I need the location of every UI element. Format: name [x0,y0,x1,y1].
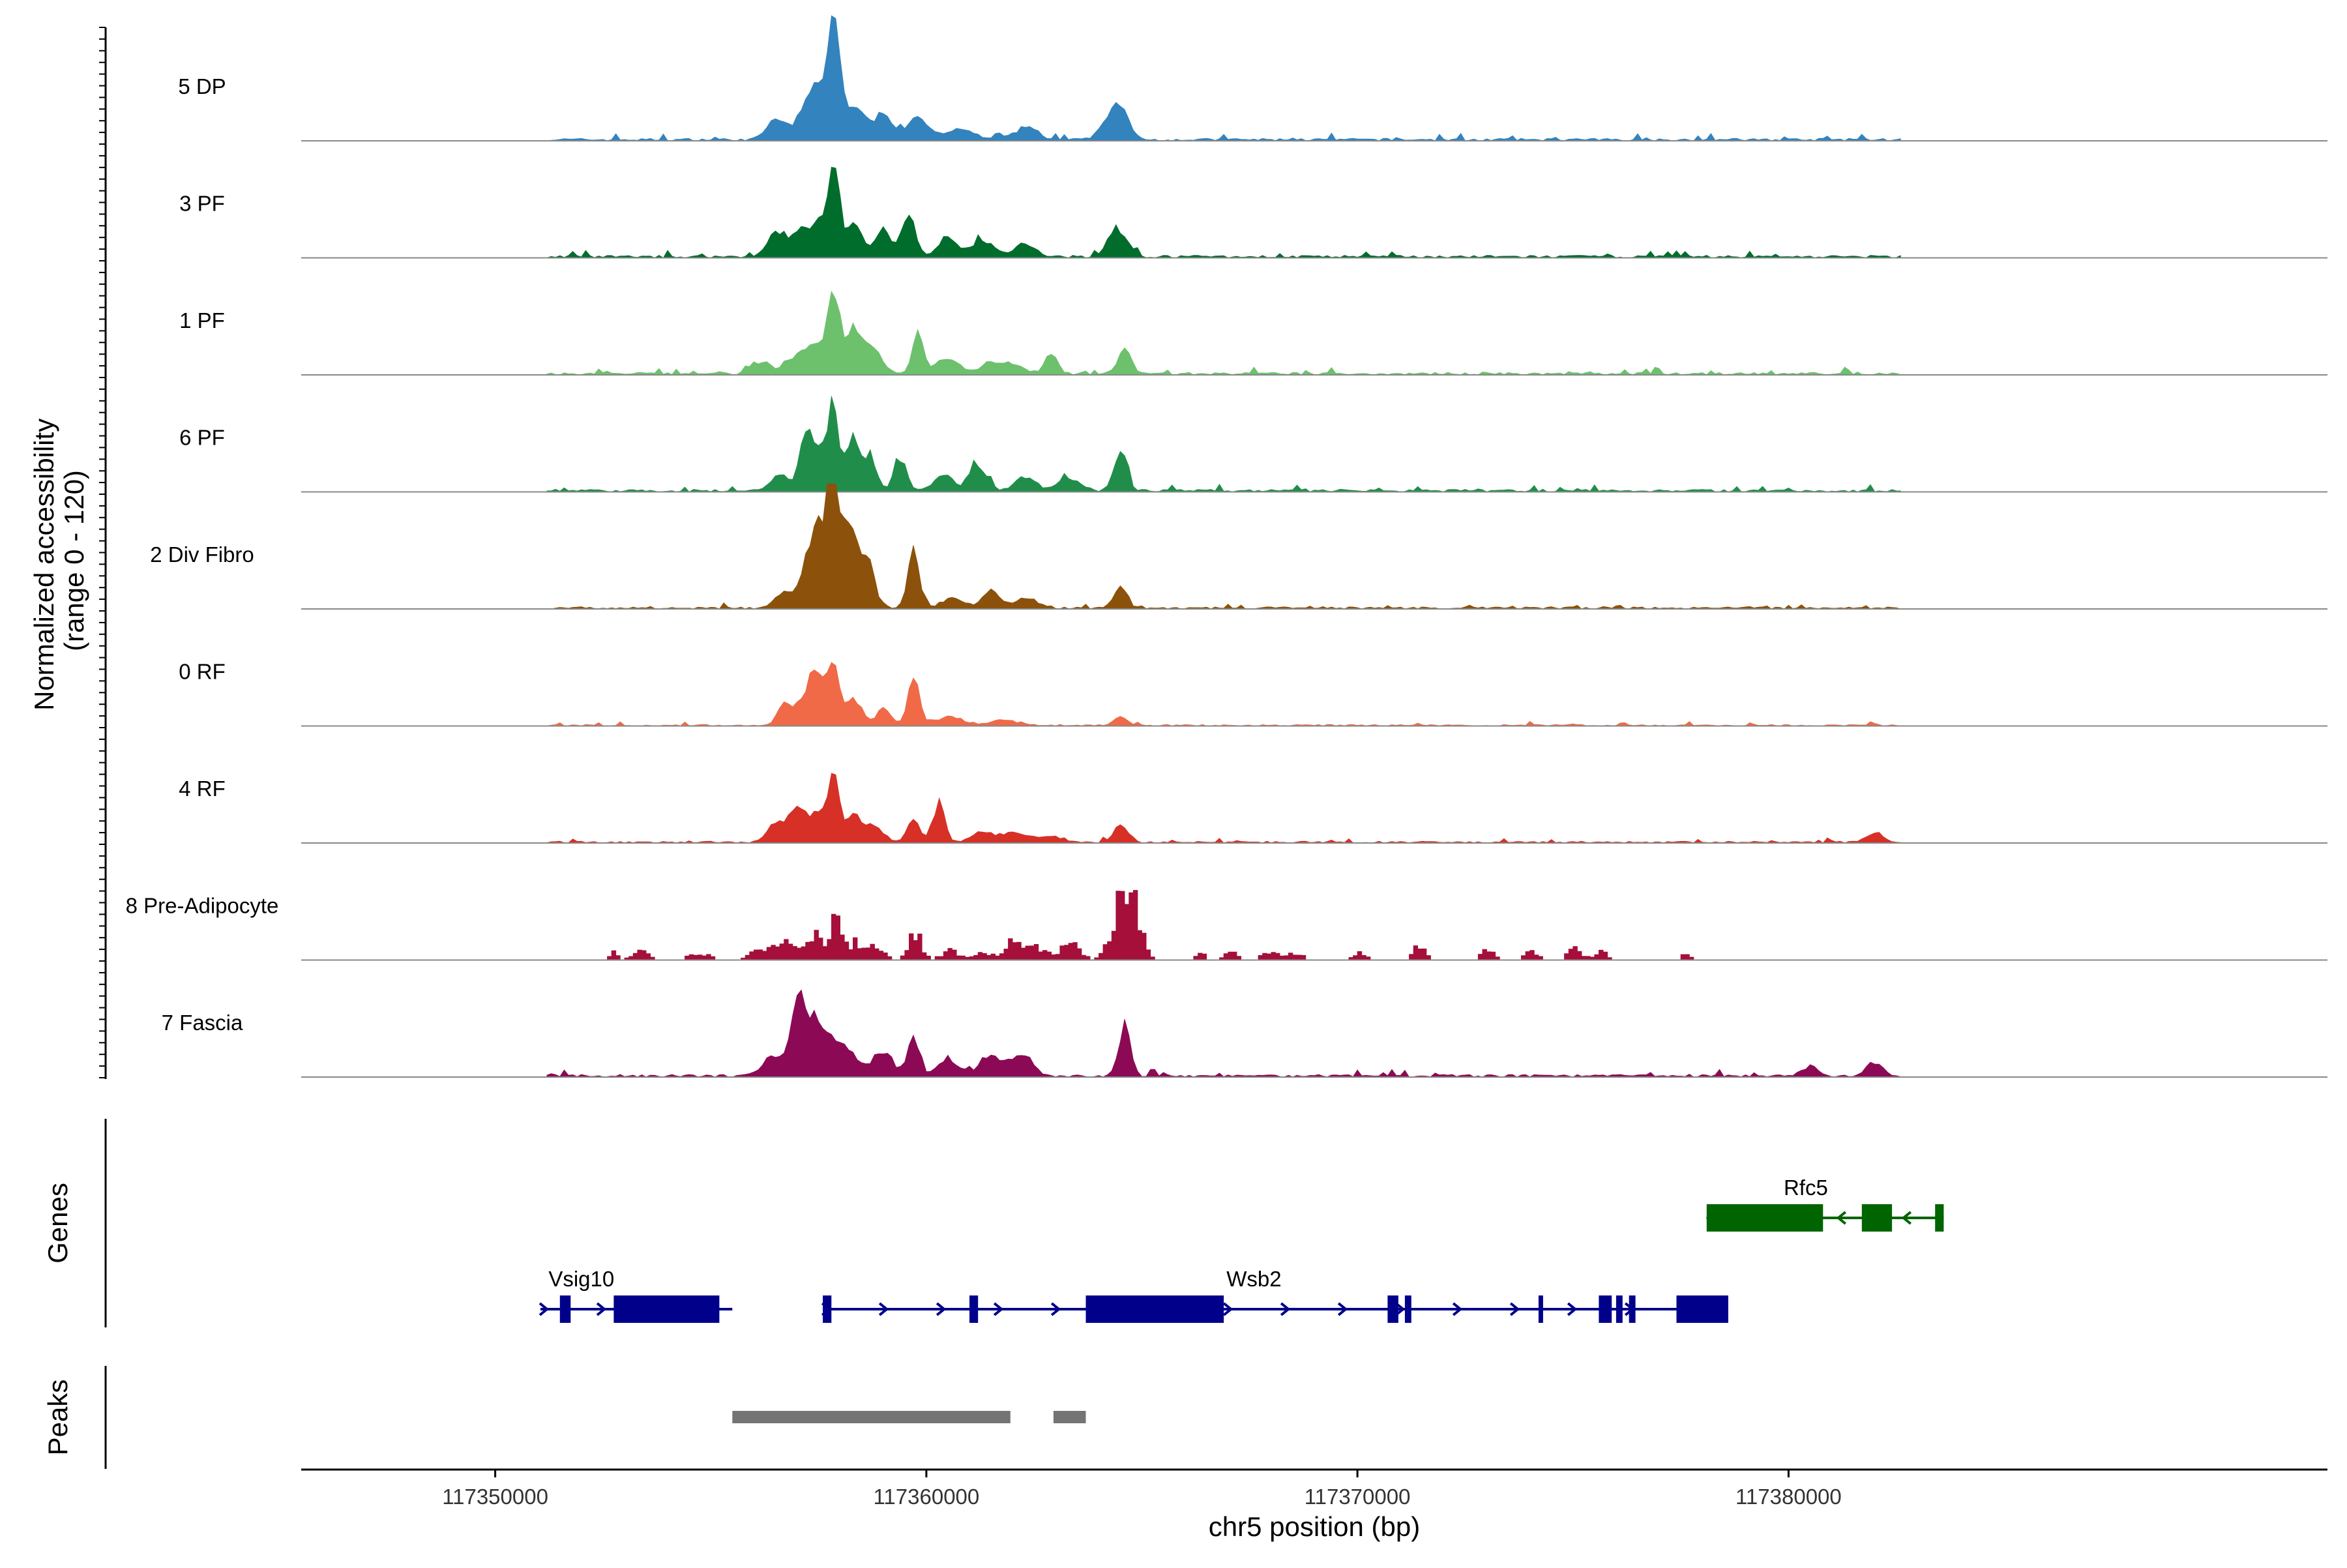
coverage-area [546,166,1901,258]
coverage-track: 6 PF [179,396,2327,493]
genes-panel: Genes Vsig10 Wsb2 Rfc5 [42,1119,1944,1327]
coverage-track: 4 RF [179,773,2327,844]
coverage-track: 8 Pre-Adipocyte [126,890,2327,961]
coverage-track: 5 DP [178,15,2327,141]
coverage-area [546,989,1901,1078]
x-axis-label: chr5 position (bp) [1209,1511,1421,1542]
strand-arrow [993,1302,1004,1316]
called-peak-bar [1053,1411,1086,1423]
gene-model: Wsb2 [821,1267,1728,1323]
coverage-area [546,15,1901,141]
strand-arrow [878,1302,889,1316]
exon [1616,1295,1623,1323]
coverage-track: 2 Div Fibro [150,483,2327,610]
coverage-track-label: 7 Fascia [162,1011,243,1035]
strand-arrow [1452,1302,1463,1316]
peaks-panel: Peaks [42,1366,1086,1469]
exon [1387,1295,1398,1323]
coverage-panel: Normalized accessibility (range 0 - 120)… [29,15,2327,1079]
exon [1599,1295,1612,1323]
coverage-track-label: 3 PF [179,192,225,216]
strand-arrow [1836,1211,1847,1225]
peaks-panel-label: Peaks [42,1380,73,1456]
coverage-area [546,890,1905,960]
strand-arrow [596,1302,607,1316]
exon [613,1295,720,1323]
strand-arrow [1050,1302,1061,1316]
gene-models: Vsig10 Wsb2 Rfc5 [539,1176,1944,1323]
exon [969,1295,979,1323]
strand-arrow [1222,1302,1233,1316]
exon [1861,1204,1893,1232]
genes-panel-label: Genes [42,1183,73,1264]
coverage-area [546,483,1901,610]
exon [1538,1295,1543,1323]
strand-arrow [936,1302,947,1316]
strand-arrow [1567,1302,1578,1316]
exon [559,1295,571,1323]
x-axis-tick-label: 117360000 [874,1485,980,1509]
coverage-track-label: 4 RF [179,777,226,801]
coverage-track-label: 2 Div Fibro [150,542,254,567]
gene-model: Vsig10 [539,1267,733,1323]
strand-arrow [1509,1302,1520,1316]
exon [1629,1295,1636,1323]
gene-label: Rfc5 [1784,1176,1828,1200]
strand-arrow [1337,1302,1348,1316]
x-axis-tick-label: 117350000 [442,1485,548,1509]
coverage-track-label: 5 DP [178,74,226,98]
coverage-area [546,396,1901,492]
x-axis-ticks: 117350000 117360000 117370000 117380000 [442,1470,1842,1509]
coverage-track-label: 1 PF [179,308,225,333]
exon [1676,1295,1728,1323]
exon [1085,1295,1224,1323]
gene-label: Wsb2 [1226,1267,1281,1291]
coverage-y-axis-label-line1: Normalized accessibility [29,419,59,711]
strand-arrow [539,1302,550,1316]
exon [1935,1204,1944,1232]
coverage-area [546,773,1901,844]
coverage-tracks: 5 DP 3 PF 1 PF 6 PF 2 Div Fibro 0 RF 4 RF 8 Pre… [126,15,2327,1078]
coverage-track: 7 Fascia [162,989,2327,1078]
coverage-track: 0 RF [179,660,2327,727]
gene-label: Vsig10 [548,1267,614,1291]
x-axis: 117350000 117360000 117370000 117380000 chr… [301,1468,2327,1542]
coverage-track: 1 PF [179,290,2327,376]
x-axis-tick-label: 117380000 [1735,1485,1842,1509]
coverage-y-axis-label: Normalized accessibility (range 0 - 120) [29,411,89,711]
strand-arrow [1280,1302,1291,1316]
coverage-track: 3 PF [179,166,2327,259]
coverage-track-label: 0 RF [179,660,226,684]
called-peak-bar [732,1411,1011,1423]
coverage-track-label: 8 Pre-Adipocyte [126,894,279,918]
coverage-area [546,662,1901,726]
strand-arrow [1901,1211,1912,1225]
called-peak-bars [732,1411,1086,1423]
exon [823,1295,832,1323]
exon [1706,1204,1823,1232]
coverage-y-axis-label-line2: (range 0 - 120) [59,470,89,651]
x-axis-tick-label: 117370000 [1305,1485,1411,1509]
coverage-y-ticks [99,27,106,1078]
coverage-track-label: 6 PF [179,426,225,450]
gene-model: Rfc5 [1705,1176,1944,1232]
exon [1404,1295,1411,1323]
